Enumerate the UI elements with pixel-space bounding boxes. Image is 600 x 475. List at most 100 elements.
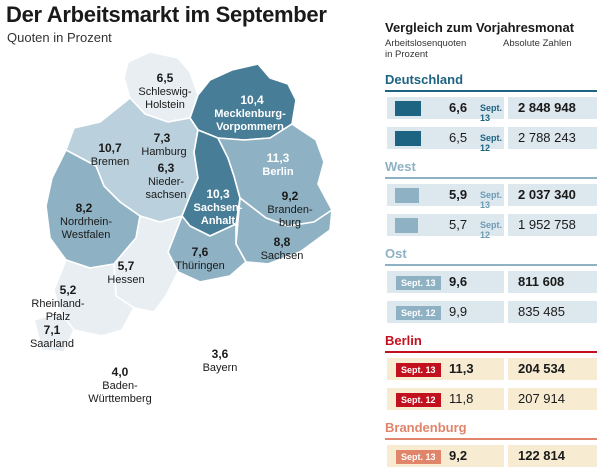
group-west: West 5,9 Sept. 13 2 037 340 5,7 Sept. 12 1 952…: [385, 159, 597, 240]
period-label: Sept. 13: [480, 190, 503, 210]
state-sl: [33, 311, 75, 353]
state-label: Sachsen: [261, 250, 304, 262]
absolute-value: 2 037 340: [518, 187, 576, 202]
state-value: 8,2: [76, 201, 93, 215]
period-label: Sept. 12: [480, 220, 503, 240]
state-by: [165, 251, 333, 425]
state-value: 7,6: [192, 245, 209, 259]
period-tag: Sept. 12: [396, 306, 441, 320]
rate-cell: 5,7 Sept. 12: [387, 214, 504, 240]
period-tag: Sept. 13: [396, 363, 441, 377]
comparison-row: 6,6 Sept. 13 2 848 948: [385, 97, 597, 123]
state-label: Baden-: [102, 380, 138, 392]
color-chip: [395, 101, 422, 116]
state-value: 10,7: [98, 141, 122, 155]
group-title: Ost: [385, 246, 597, 266]
state-value: 9,2: [282, 189, 299, 203]
absolute-value: 2 848 948: [518, 100, 576, 115]
panel-title: Vergleich zum Vorjahresmonat: [385, 20, 575, 35]
state-label: Pfalz: [46, 311, 70, 323]
rate-cell: 6,6 Sept. 13: [387, 97, 504, 123]
comparison-row: Sept. 13 9,2 122 814: [385, 445, 597, 471]
state-label: burg: [279, 217, 301, 229]
period-label: Sept. 12: [480, 133, 503, 153]
absolute-value: 122 814: [518, 448, 565, 463]
group-title: West: [385, 159, 597, 179]
color-chip: [395, 188, 419, 203]
group-ost: Ost Sept. 13 9,6 811 608 Sept. 12 9,9 835 485: [385, 246, 597, 327]
state-label: Rheinland-: [31, 298, 85, 310]
state-value: 7,3: [154, 131, 171, 145]
absolute-value: 811 608: [518, 274, 565, 289]
rate-value: 6,6: [449, 100, 468, 115]
header-absolute: Absolute Zahlen: [503, 38, 572, 49]
absolute-value: 2 788 243: [518, 130, 576, 145]
comparison-row: Sept. 12 9,9 835 485: [385, 301, 597, 327]
comparison-row: 5,7 Sept. 12 1 952 758: [385, 214, 597, 240]
state-label: Württemberg: [88, 393, 152, 405]
rate-cell: 5,9 Sept. 13: [387, 184, 504, 210]
period-label: Sept. 13: [480, 103, 503, 123]
absolute-cell: 835 485: [508, 301, 597, 323]
rate-value: 11,3: [449, 361, 474, 376]
state-value: 10,3: [206, 187, 230, 201]
state-value: 6,3: [158, 161, 175, 175]
rate-cell: Sept. 13 9,6: [387, 271, 504, 293]
absolute-cell: 811 608: [508, 271, 597, 293]
state-value: 11,3: [267, 151, 290, 165]
state-value: 5,7: [118, 259, 135, 273]
absolute-cell: 2 788 243: [508, 127, 597, 149]
comparison-row: Sept. 13 9,6 811 608: [385, 271, 597, 297]
state-label: Hamburg: [141, 146, 186, 158]
rate-cell: Sept. 12 9,9: [387, 301, 504, 323]
rate-cell: Sept. 13 9,2: [387, 445, 504, 467]
state-label: Anhalt: [201, 215, 236, 227]
state-label: Nordrhein-: [60, 216, 112, 228]
absolute-cell: 2 037 340: [508, 184, 597, 206]
state-label: Westfalen: [62, 229, 111, 241]
absolute-cell: 1 952 758: [508, 214, 597, 236]
rate-value: 11,8: [449, 391, 474, 406]
rate-value: 5,7: [449, 217, 468, 232]
state-value: 10,4: [240, 93, 264, 107]
group-berlin: Berlin Sept. 13 11,3 204 534 Sept. 12 11,8 207…: [385, 333, 597, 414]
state-value: 8,8: [274, 235, 291, 249]
absolute-value: 1 952 758: [518, 217, 576, 232]
state-value: 6,5: [157, 71, 174, 85]
group-brandenburg: Brandenburg Sept. 13 9,2 122 814: [385, 420, 597, 471]
chart-title: Der Arbeitsmarkt im September: [6, 2, 327, 27]
rate-value: 9,2: [449, 448, 468, 463]
rate-value: 6,5: [449, 130, 468, 145]
state-label: Saarland: [30, 338, 74, 350]
state-value: 3,6: [212, 347, 229, 361]
comparison-groups: Deutschland 6,6 Sept. 13 2 848 948 6,5 Sept. …: [385, 72, 597, 471]
state-label: Nieder-: [148, 176, 184, 188]
absolute-value: 835 485: [518, 304, 565, 319]
comparison-panel: Vergleich zum Vorjahresmonat Arbeitslose…: [385, 20, 597, 475]
state-shapes: [33, 51, 333, 425]
rate-cell: 6,5 Sept. 12: [387, 127, 504, 153]
state-label: Bremen: [91, 156, 130, 168]
period-tag: Sept. 12: [396, 393, 441, 407]
absolute-value: 207 914: [518, 391, 565, 406]
state-value: 5,2: [60, 283, 77, 297]
rate-value: 9,6: [449, 274, 468, 289]
comparison-row: Sept. 13 11,3 204 534: [385, 358, 597, 384]
color-chip: [395, 131, 421, 146]
group-title: Brandenburg: [385, 420, 597, 440]
state-label: sachsen: [146, 189, 187, 201]
absolute-cell: 207 914: [508, 388, 597, 410]
group-deutschland: Deutschland 6,6 Sept. 13 2 848 948 6,5 Sept. …: [385, 72, 597, 153]
state-label: Sachsen-: [194, 202, 243, 214]
absolute-cell: 2 848 948: [508, 97, 597, 119]
group-title: Berlin: [385, 333, 597, 353]
state-label: Schleswig-: [138, 86, 192, 98]
period-tag: Sept. 13: [396, 450, 441, 464]
chart-subtitle: Quoten in Prozent: [7, 30, 112, 45]
state-label: Berlin: [262, 166, 293, 178]
rate-value: 5,9: [449, 187, 468, 202]
absolute-cell: 204 534: [508, 358, 597, 380]
header-rates-line: in Prozent: [385, 49, 428, 60]
rate-value: 9,9: [449, 304, 468, 319]
